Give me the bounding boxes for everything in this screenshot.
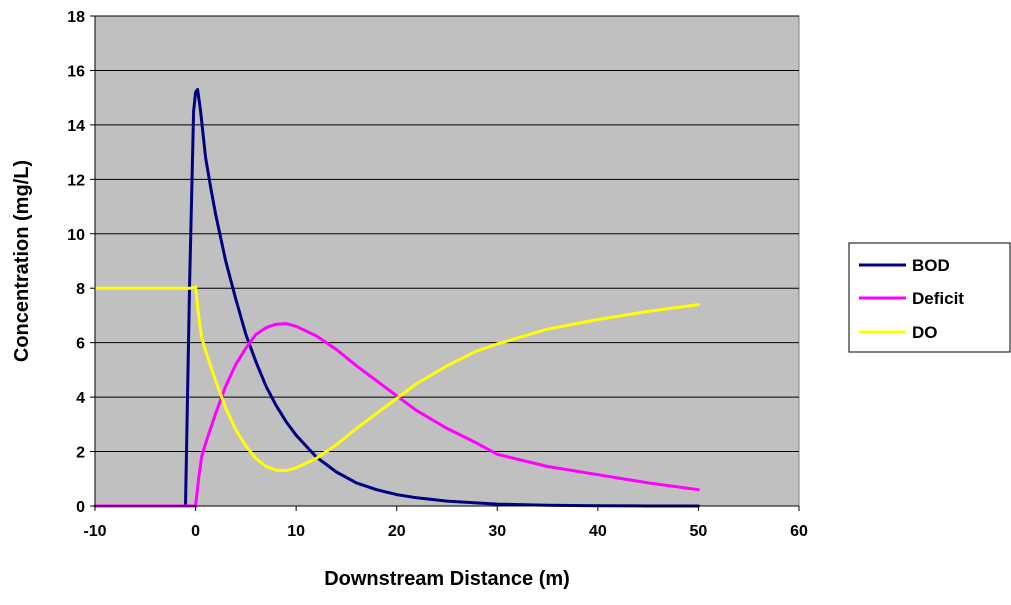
legend: BOD Deficit DO (848, 242, 1011, 353)
plot-area (94, 15, 800, 507)
axes (90, 15, 800, 511)
x-tick-label: 50 (690, 523, 708, 540)
y-tick-label: 18 (67, 9, 85, 26)
x-tick-label: 30 (488, 523, 506, 540)
y-tick-label: 12 (67, 172, 85, 189)
x-tick-labels: -10 0 10 20 30 40 50 60 (83, 523, 808, 540)
y-tick-label: 6 (76, 336, 85, 353)
legend-label-do: DO (912, 323, 938, 342)
y-axis-title: Concentration (mg/L) (11, 160, 33, 362)
series-line-do (93, 285, 700, 473)
y-tick-label: 8 (76, 281, 85, 298)
series-line-deficit (93, 322, 700, 508)
y-tick-label: 10 (67, 227, 85, 244)
series-line-bod (184, 88, 700, 508)
x-tick-label: 20 (388, 523, 406, 540)
y-tick-labels: 0 2 4 6 8 10 12 14 16 18 (67, 9, 85, 516)
x-tick-label: -10 (83, 523, 106, 540)
x-axis-title: Downstream Distance (m) (324, 568, 570, 590)
x-tick-label: 40 (589, 523, 607, 540)
x-tick-label: 0 (191, 523, 200, 540)
legend-label-bod: BOD (912, 256, 950, 275)
x-tick-label: 10 (287, 523, 305, 540)
y-tick-label: 4 (76, 390, 85, 407)
x-tick-label: 60 (790, 523, 808, 540)
series-lines (93, 88, 700, 508)
y-tick-label: 14 (67, 118, 85, 135)
legend-label-deficit: Deficit (912, 289, 964, 308)
y-tick-label: 16 (67, 63, 85, 80)
grid-lines (95, 15, 799, 453)
y-tick-label: 2 (76, 445, 85, 462)
y-tick-label: 0 (76, 499, 85, 516)
